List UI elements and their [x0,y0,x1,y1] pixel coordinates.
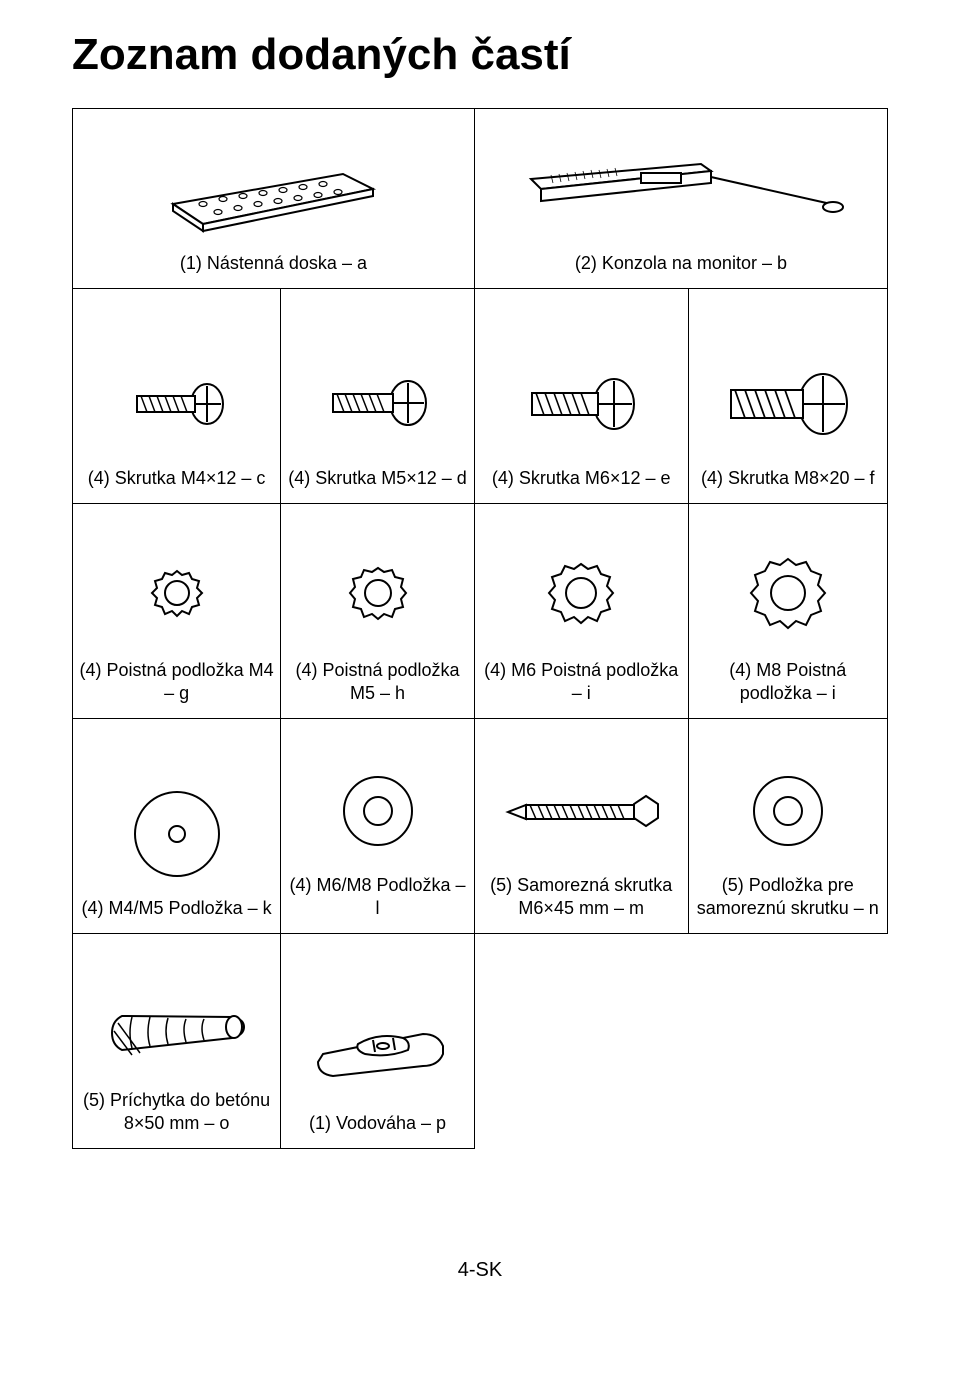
cell-screw-m4: (4) Skrutka M4×12 – c [73,289,281,504]
cell-washer-m6m8: (4) M6/M8 Podložka – l [281,719,475,934]
cell-washer-lag: (5) Podložka pre samoreznú skrutku – n [688,719,887,934]
page-footer: 4-SK [72,1259,888,1302]
caption-i: (4) M6 Poistná podložka – i [481,659,682,704]
caption-g: (4) Poistná podložka M4 – g [79,659,274,704]
screw-m5-icon [287,349,468,459]
page-title: Zoznam dodaných častí [72,30,888,80]
caption-j: (4) M8 Poistná podložka – i [695,659,881,704]
cell-anchor: (5) Príchytka do betónu 8×50 mm – o [73,934,281,1149]
cell-lag-screw: (5) Samorezná skrutka M6×45 mm – m [474,719,688,934]
cell-screw-m8: (4) Skrutka M8×20 – f [688,289,887,504]
caption-n: (5) Podložka pre samoreznú skrutku – n [695,874,881,919]
washer-m4m5-icon [79,779,274,889]
cell-lockwasher-m4: (4) Poistná podložka M4 – g [73,504,281,719]
lockwasher-m4-icon [79,541,274,651]
caption-a: (1) Nástenná doska – a [79,252,468,275]
screw-m4-icon [79,349,274,459]
cell-level: (1) Vodováha – p [281,934,475,1149]
screw-m6-icon [481,349,682,459]
wall-plate-icon [79,144,468,244]
lockwasher-m8-icon [695,541,881,651]
level-icon [287,994,468,1104]
parts-table: (1) Nástenná doska – a [72,108,888,1149]
cell-monitor-bracket: (2) Konzola na monitor – b [474,109,887,289]
caption-f: (4) Skrutka M8×20 – f [695,467,881,490]
caption-p: (1) Vodováha – p [287,1112,468,1135]
caption-b: (2) Konzola na monitor – b [481,252,881,275]
caption-h: (4) Poistná podložka M5 – h [287,659,468,704]
washer-m6m8-icon [287,756,468,866]
washer-lag-icon [695,756,881,866]
monitor-bracket-icon [481,144,881,244]
cell-wall-plate: (1) Nástenná doska – a [73,109,475,289]
empty-cell [474,934,688,1149]
screw-m8-icon [695,349,881,459]
caption-m: (5) Samorezná skrutka M6×45 mm – m [481,874,682,919]
lockwasher-m6-icon [481,541,682,651]
lockwasher-m5-icon [287,541,468,651]
caption-d: (4) Skrutka M5×12 – d [287,467,468,490]
caption-l: (4) M6/M8 Podložka – l [287,874,468,919]
cell-lockwasher-m8: (4) M8 Poistná podložka – i [688,504,887,719]
caption-c: (4) Skrutka M4×12 – c [79,467,274,490]
caption-o: (5) Príchytka do betónu 8×50 mm – o [79,1089,274,1134]
caption-e: (4) Skrutka M6×12 – e [481,467,682,490]
cell-lockwasher-m6: (4) M6 Poistná podložka – i [474,504,688,719]
page: Zoznam dodaných častí [0,0,960,1302]
lag-screw-icon [481,756,682,866]
cell-washer-m4m5: (4) M4/M5 Podložka – k [73,719,281,934]
cell-screw-m5: (4) Skrutka M5×12 – d [281,289,475,504]
caption-k: (4) M4/M5 Podložka – k [79,897,274,920]
anchor-icon [79,971,274,1081]
empty-cell [688,934,887,1149]
cell-lockwasher-m5: (4) Poistná podložka M5 – h [281,504,475,719]
cell-screw-m6: (4) Skrutka M6×12 – e [474,289,688,504]
